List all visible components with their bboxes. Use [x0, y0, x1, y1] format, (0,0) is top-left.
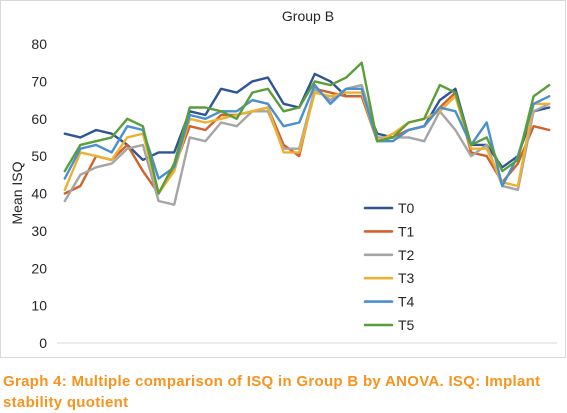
legend-label: T5	[398, 317, 415, 333]
legend-entry-t2: T2	[363, 247, 415, 263]
legend-label: T0	[398, 200, 415, 216]
legend-label: T2	[398, 247, 415, 263]
y-tick-label: 0	[39, 335, 47, 351]
series-line-t5	[63, 61, 551, 195]
legend-label: T1	[398, 223, 415, 239]
y-tick-label: 30	[31, 223, 47, 239]
legend-entry-t1: T1	[363, 223, 415, 239]
legend-entry-t0: T0	[363, 200, 415, 216]
y-tick-label: 50	[31, 148, 47, 164]
legend-entry-t3: T3	[363, 270, 415, 286]
y-tick-label: 40	[31, 186, 47, 202]
caption-line: stability quotient	[3, 394, 129, 411]
chart-border	[0, 0, 566, 358]
y-tick-label: 80	[31, 36, 47, 52]
y-tick-label: 10	[31, 298, 47, 314]
y-tick-label: 70	[31, 73, 47, 89]
y-axis-label: Mean ISQ	[9, 161, 25, 224]
figure-caption: Graph 4: Multiple comparison of ISQ in G…	[3, 371, 565, 413]
y-tick-label: 60	[31, 111, 47, 127]
caption-line: Graph 4: Multiple comparison of ISQ in G…	[3, 373, 541, 390]
legend-label: T4	[398, 294, 415, 310]
legend-entry-t5: T5	[363, 317, 415, 333]
legend-label: T3	[398, 270, 415, 286]
series-lines	[63, 61, 551, 206]
legend: T0 T1 T2 T3 T4 T5	[363, 200, 415, 333]
y-tick-label: 20	[31, 260, 47, 276]
chart-title: Group B	[282, 8, 334, 24]
y-tick-labels: 0 10 20 30 40 50 60 70 80	[31, 36, 47, 351]
legend-entry-t4: T4	[363, 294, 415, 310]
